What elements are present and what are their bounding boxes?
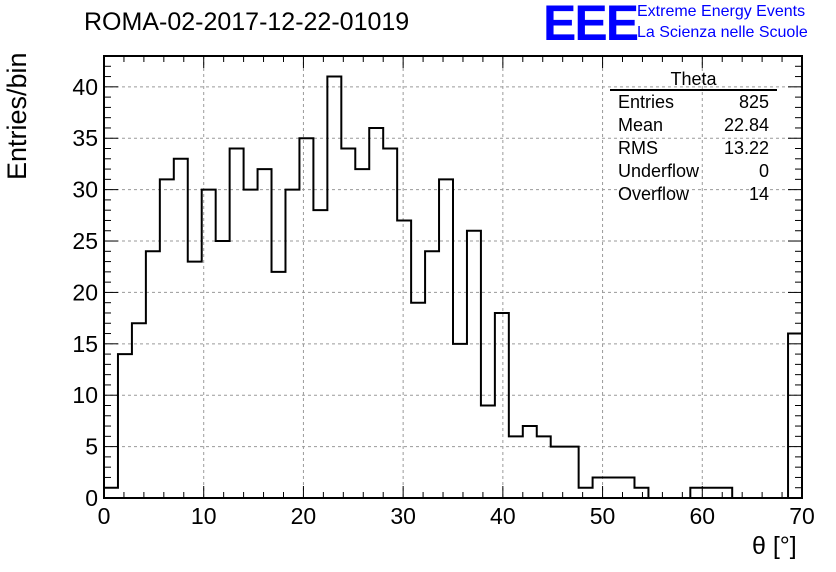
logo-line-1: Extreme Energy Events: [637, 3, 806, 20]
histogram-bin: [299, 138, 313, 498]
histogram-bin: [188, 262, 202, 498]
histogram-bin: [313, 210, 327, 498]
histogram-bin: [272, 272, 286, 498]
histogram-bin: [537, 436, 551, 498]
histogram-bin: [369, 128, 383, 498]
histogram-bin: [327, 77, 341, 498]
histogram-bin: [718, 488, 732, 498]
histogram-bin: [411, 303, 425, 498]
histogram-bin: [355, 169, 369, 498]
stats-label: Underflow: [618, 161, 700, 181]
histogram-bin: [258, 169, 272, 498]
stats-label: Mean: [618, 115, 664, 135]
histogram-series: [103, 75, 802, 499]
histogram-bin: [174, 159, 188, 498]
histogram-bin: [467, 231, 481, 498]
y-tick-label: 10: [72, 382, 98, 408]
histogram-bin: [160, 179, 174, 498]
stats-label: RMS: [618, 138, 658, 158]
stats-label: Entries: [618, 92, 675, 112]
histogram-bin: [341, 149, 355, 498]
histogram-bin: [230, 149, 244, 498]
histogram-bin: [481, 405, 495, 498]
y-tick-label: 15: [72, 331, 98, 357]
histogram-bin: [244, 190, 258, 498]
x-tick-label: 20: [291, 503, 317, 529]
stats-value: 13.22: [723, 138, 769, 158]
histogram-bin: [579, 488, 593, 498]
histogram-bin: [146, 251, 160, 498]
y-tick-label: 40: [72, 74, 98, 100]
histogram-bin: [118, 354, 132, 498]
stats-row-entries: Entries 825: [610, 91, 777, 114]
histogram-bin: [285, 190, 299, 498]
y-tick-label: 0: [85, 485, 98, 511]
x-tick-label: 10: [191, 503, 217, 529]
y-tick-label: 25: [72, 228, 98, 254]
histogram-bin: [202, 190, 216, 498]
x-tick-label: 70: [789, 503, 815, 529]
x-tick-label: 40: [490, 503, 516, 529]
eee-logo: EEE: [543, 0, 639, 51]
stats-value: 825: [738, 92, 769, 112]
histogram-bin: [788, 334, 802, 498]
logo-line-2: La Scienza nelle Scuole: [637, 24, 808, 41]
histogram-bin: [621, 477, 635, 498]
stats-label: Overflow: [618, 184, 690, 204]
histogram-bin: [383, 149, 397, 498]
histogram-bin: [509, 436, 523, 498]
plot-frame: [103, 55, 803, 499]
stats-value: 0: [758, 161, 769, 181]
histogram-bin: [607, 477, 621, 498]
x-tick-label: 0: [98, 503, 111, 529]
stats-row-rms: RMS 13.22: [610, 137, 777, 160]
x-tick-label: 50: [590, 503, 616, 529]
histogram-bin: [397, 220, 411, 498]
histogram-bin: [425, 251, 439, 498]
y-tick-label: 20: [72, 279, 98, 305]
histogram-bin: [565, 447, 579, 498]
histogram-bin: [593, 477, 607, 498]
chart-title: ROMA-02-2017-12-22-01019: [84, 8, 410, 36]
y-tick-label: 5: [85, 434, 98, 460]
stats-row-overflow: Overflow 14: [610, 183, 777, 206]
y-tick-label: 35: [72, 125, 98, 151]
stats-box: Theta Entries 825 Mean 22.84 RMS 13.22 Unde…: [610, 70, 777, 206]
histogram-bin: [634, 488, 648, 498]
x-axis-label: θ [°]: [752, 532, 797, 560]
y-tick-label: 30: [72, 177, 98, 203]
histogram-bin: [132, 323, 146, 498]
histogram-bin: [690, 488, 704, 498]
histogram-bin: [704, 488, 718, 498]
histogram-bin: [523, 426, 537, 498]
histogram-bin: [551, 447, 565, 498]
histogram-bin: [216, 241, 230, 498]
stats-value: 14: [748, 184, 769, 204]
histogram-bin: [439, 179, 453, 498]
histogram-bin: [453, 344, 467, 498]
x-tick-label: 30: [390, 503, 416, 529]
histogram-bin: [495, 313, 509, 498]
stats-title: Theta: [610, 70, 777, 91]
histogram-bin: [104, 488, 118, 498]
stats-value: 22.84: [723, 115, 769, 135]
stats-row-mean: Mean 22.84: [610, 114, 777, 137]
x-tick-label: 60: [689, 503, 715, 529]
stats-row-underflow: Underflow 0: [610, 160, 777, 183]
